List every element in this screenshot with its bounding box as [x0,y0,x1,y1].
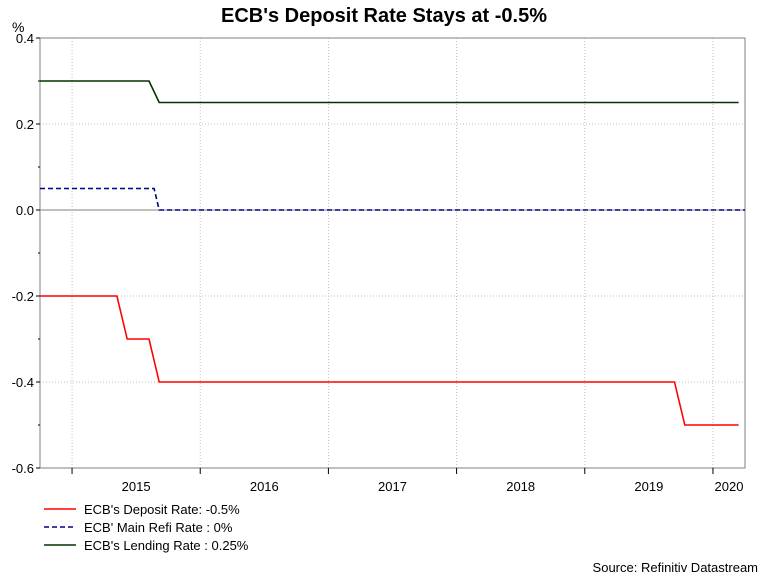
x-tick-label: 2019 [634,479,663,494]
y-tick-label: 0.2 [16,117,34,132]
x-tick-label: 2018 [506,479,535,494]
y-axis-ticks: 0.4 0.2 0.0 -0.2 -0.4 -0.6 [12,31,40,476]
series-line-2 [40,80,739,104]
source-note: Source: Refinitiv Datastream [593,560,758,575]
x-tick-label: 2020 [715,479,744,494]
y-tick-label: -0.4 [12,375,34,390]
x-tick-label: 2015 [122,479,151,494]
series-line-0 [40,295,739,426]
legend-label-2: ECB's Lending Rate : 0.25% [84,538,249,553]
legend-label-1: ECB' Main Refi Rate : 0% [84,520,233,535]
y-tick-label: -0.2 [12,289,34,304]
legend-label-0: ECB's Deposit Rate: -0.5% [84,502,240,517]
series-layer [40,80,745,426]
y-tick-label: -0.6 [12,461,34,476]
y-axis-unit: % [12,19,24,35]
x-tick-label: 2017 [378,479,407,494]
x-axis-ticks: 2015 2016 2017 2018 2019 2020 [71,468,744,494]
y-tick-label: 0.4 [16,31,34,46]
series-line-1 [40,187,745,211]
legend: ECB's Deposit Rate: -0.5% ECB' Main Refi … [44,502,249,553]
chart-title: ECB's Deposit Rate Stays at -0.5% [221,5,547,27]
x-tick-label: 2016 [250,479,279,494]
y-tick-label: 0.0 [16,203,34,218]
